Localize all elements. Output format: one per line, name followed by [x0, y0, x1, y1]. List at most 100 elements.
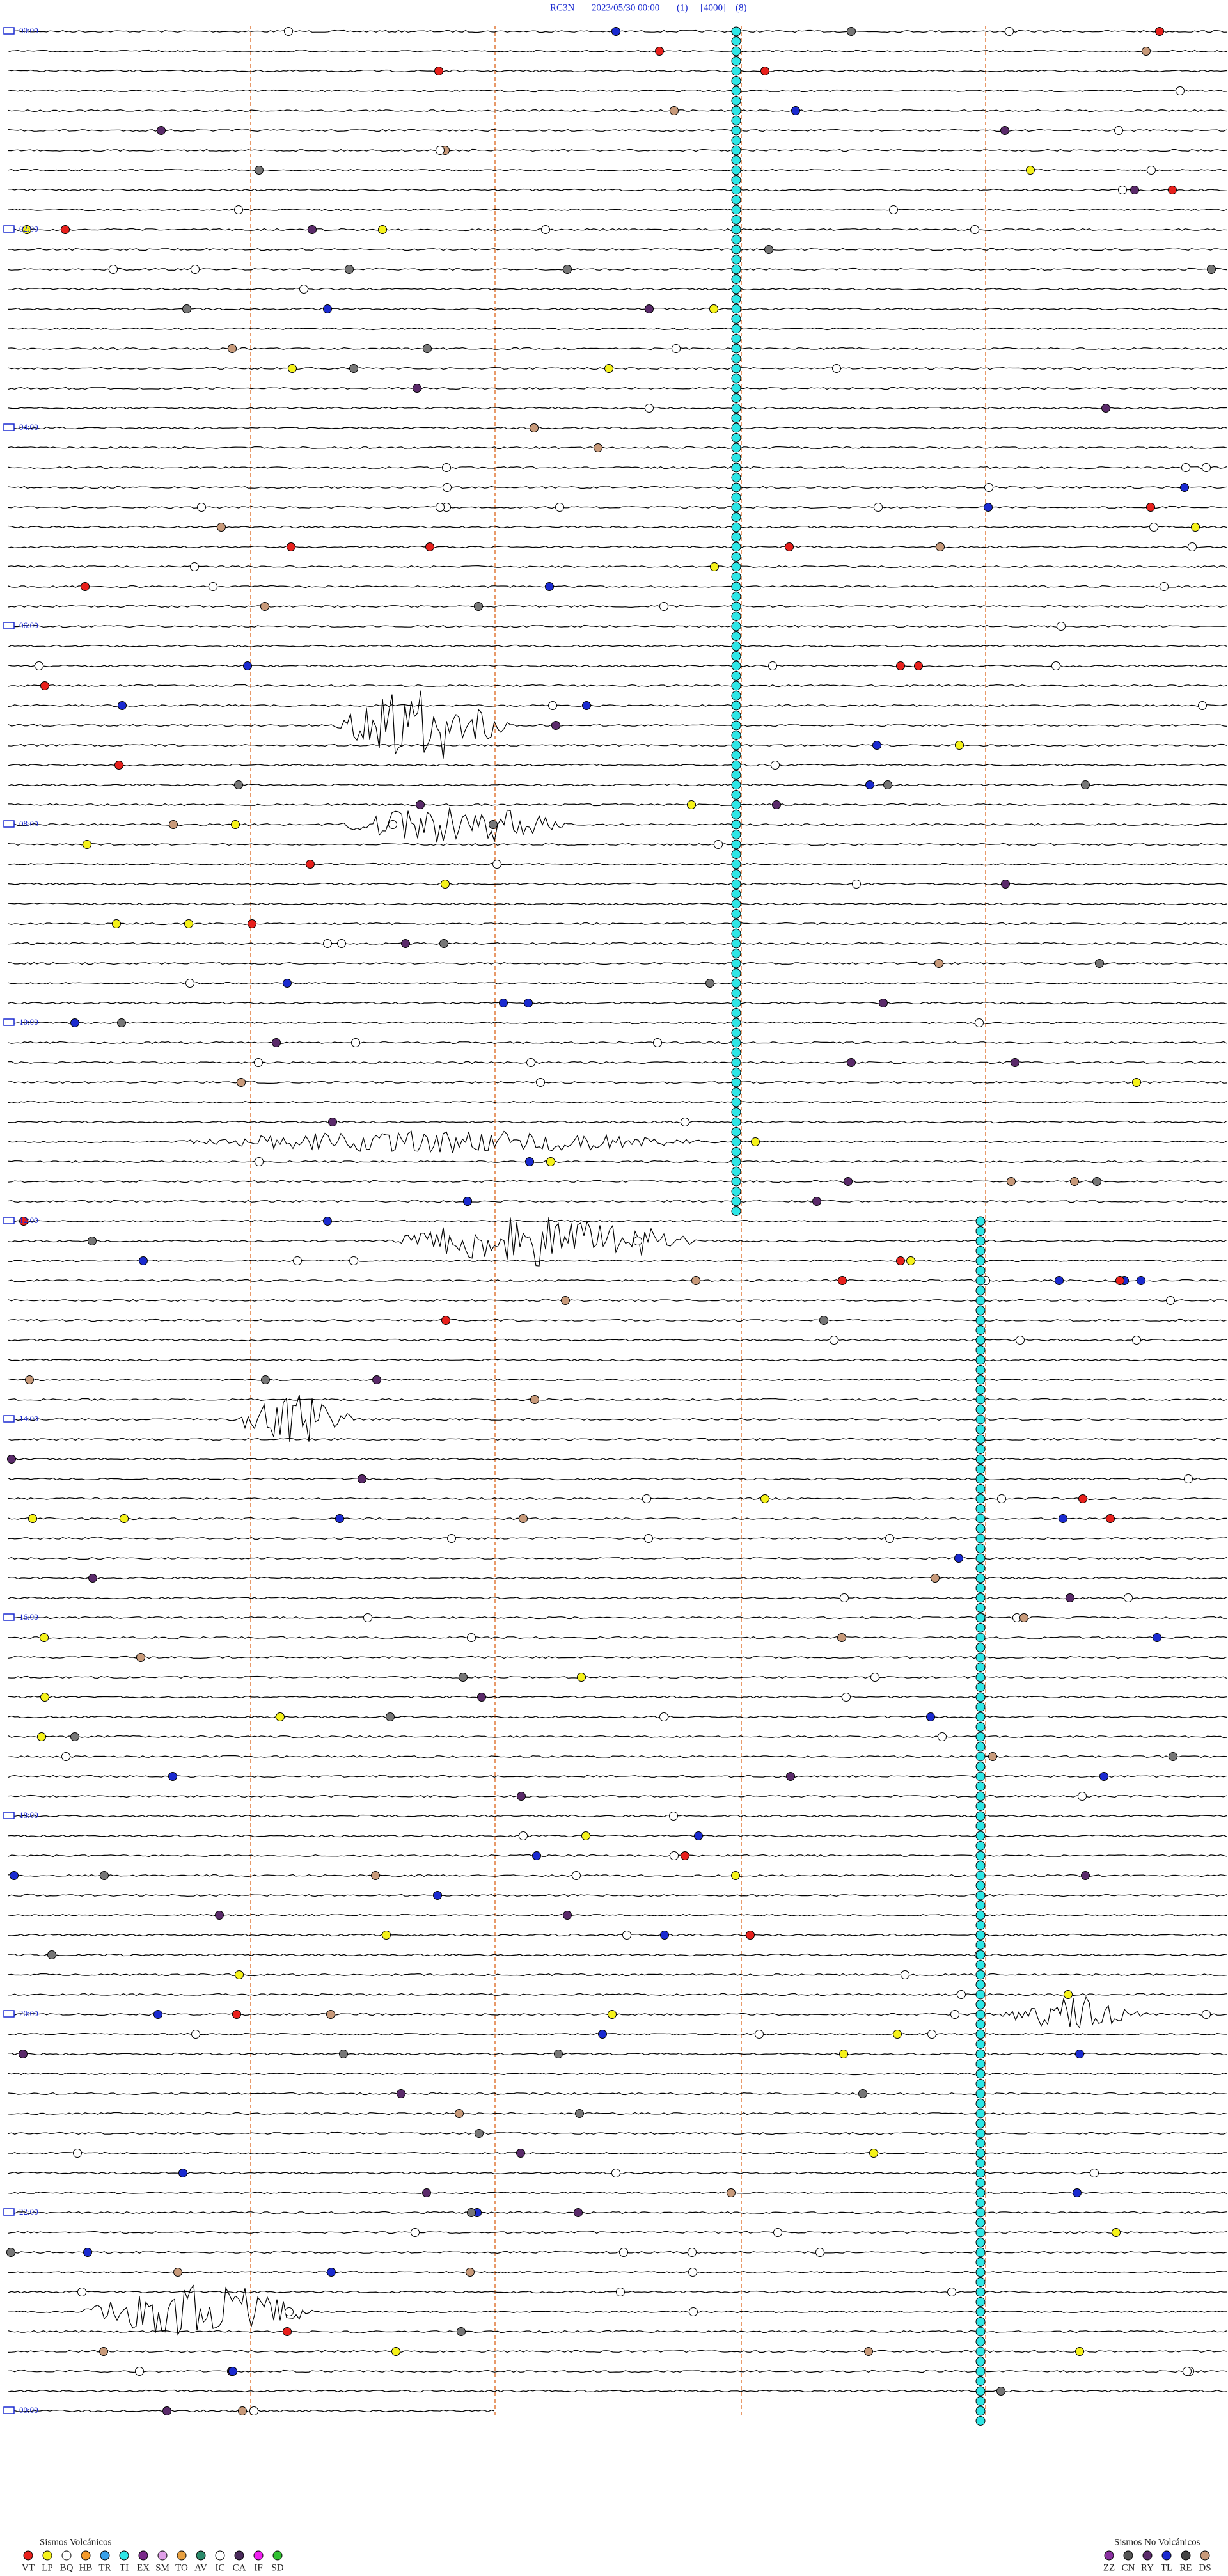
- event-marker: [844, 1177, 853, 1186]
- trace: [8, 882, 1227, 886]
- tremor-marker: [975, 2128, 986, 2138]
- event-marker: [577, 1673, 586, 1682]
- trace: [8, 267, 1227, 271]
- hour-label: 04:00: [19, 422, 38, 432]
- tremor-marker: [731, 116, 741, 125]
- event-marker: [228, 344, 237, 353]
- tremor-marker: [975, 1722, 986, 1732]
- event-marker: [1070, 1177, 1079, 1186]
- event-marker: [864, 2347, 873, 2356]
- legend-swatch: [42, 2550, 52, 2561]
- trace: [8, 1655, 1227, 1659]
- event-marker: [709, 304, 718, 313]
- event-marker: [441, 880, 450, 889]
- event-marker: [81, 582, 90, 591]
- event-marker: [524, 999, 533, 1007]
- event-marker: [397, 2089, 405, 2098]
- trace: [8, 862, 1227, 866]
- hour-label: 18:00: [19, 1810, 38, 1820]
- event-marker: [1081, 1871, 1090, 1880]
- trace: [8, 1041, 1227, 1045]
- event-marker: [114, 761, 123, 770]
- tremor-marker: [731, 572, 741, 581]
- trace: [8, 1259, 1227, 1263]
- event-marker: [1183, 2367, 1192, 2376]
- event-marker: [455, 2109, 464, 2118]
- tremor-marker: [975, 1454, 986, 1464]
- tremor-marker: [975, 1950, 986, 1960]
- tremor-marker: [975, 2227, 986, 2238]
- event-marker: [608, 2010, 617, 2019]
- trace: [8, 1080, 1227, 1084]
- tremor-marker: [731, 869, 741, 879]
- trace: [8, 1913, 1227, 1917]
- event-marker: [705, 979, 714, 988]
- trace: [8, 327, 1227, 331]
- event-marker: [185, 979, 194, 988]
- tremor-marker: [975, 2168, 986, 2178]
- tremor-marker: [975, 1632, 986, 1643]
- trace: [8, 902, 1227, 906]
- trace: [8, 1755, 1227, 1758]
- trace: [8, 1398, 1227, 1402]
- event-marker: [694, 1831, 703, 1840]
- tremor-marker: [731, 988, 741, 998]
- tremor-marker: [731, 1107, 741, 1117]
- trace: [8, 1993, 1227, 1996]
- tremor-marker: [731, 532, 741, 542]
- legend-swatch: [81, 2550, 91, 2561]
- legend-swatch: [138, 2550, 148, 2561]
- event-marker: [581, 1831, 590, 1840]
- tremor-marker: [731, 235, 741, 244]
- tremor-marker: [975, 1682, 986, 1692]
- event-marker: [551, 721, 560, 730]
- event-marker: [955, 741, 964, 750]
- event-marker: [731, 1871, 740, 1880]
- tremor-marker: [731, 899, 741, 909]
- event-marker: [83, 2248, 92, 2257]
- tremor-marker: [975, 2287, 986, 2297]
- tremor-marker: [731, 651, 741, 661]
- event-marker: [947, 2288, 956, 2296]
- event-marker: [459, 1673, 468, 1682]
- tremor-marker: [975, 1811, 986, 1821]
- event-marker: [47, 1950, 56, 1959]
- event-marker: [1051, 661, 1060, 670]
- tremor-marker: [731, 354, 741, 363]
- event-marker: [598, 2030, 607, 2039]
- event-marker: [670, 106, 679, 115]
- trace: [8, 1437, 1227, 1441]
- tremor-marker: [731, 344, 741, 354]
- tremor-marker: [975, 1861, 986, 1870]
- event-marker: [154, 2010, 162, 2019]
- trace: [8, 1130, 1227, 1154]
- event-marker: [645, 404, 654, 413]
- tremor-marker: [975, 1345, 986, 1355]
- event-marker: [1207, 265, 1216, 274]
- event-marker: [896, 1256, 905, 1265]
- trace: [8, 307, 1227, 311]
- tremor-marker: [731, 225, 741, 235]
- event-marker: [1181, 463, 1190, 472]
- event-marker: [659, 1712, 668, 1721]
- tremor-marker: [975, 2009, 986, 2019]
- event-marker: [1099, 1772, 1108, 1781]
- trace: [8, 1217, 1227, 1267]
- legend-swatch: [234, 2550, 244, 2561]
- event-marker: [215, 1911, 224, 1920]
- trace: [8, 1318, 1227, 1322]
- tremor-marker: [731, 462, 741, 473]
- hour-label: 16:00: [19, 1612, 38, 1622]
- event-marker: [642, 1494, 651, 1503]
- tremor-marker: [975, 2317, 986, 2327]
- tremor-marker: [731, 76, 741, 86]
- event-marker: [323, 939, 332, 948]
- tremor-marker: [975, 1276, 986, 1286]
- event-marker: [771, 761, 780, 770]
- event-marker: [234, 205, 243, 214]
- hour-box: [3, 2406, 15, 2414]
- tremor-marker: [731, 1087, 741, 1097]
- tremor-marker: [975, 2307, 986, 2317]
- event-marker: [285, 2307, 294, 2316]
- trace: [8, 188, 1227, 192]
